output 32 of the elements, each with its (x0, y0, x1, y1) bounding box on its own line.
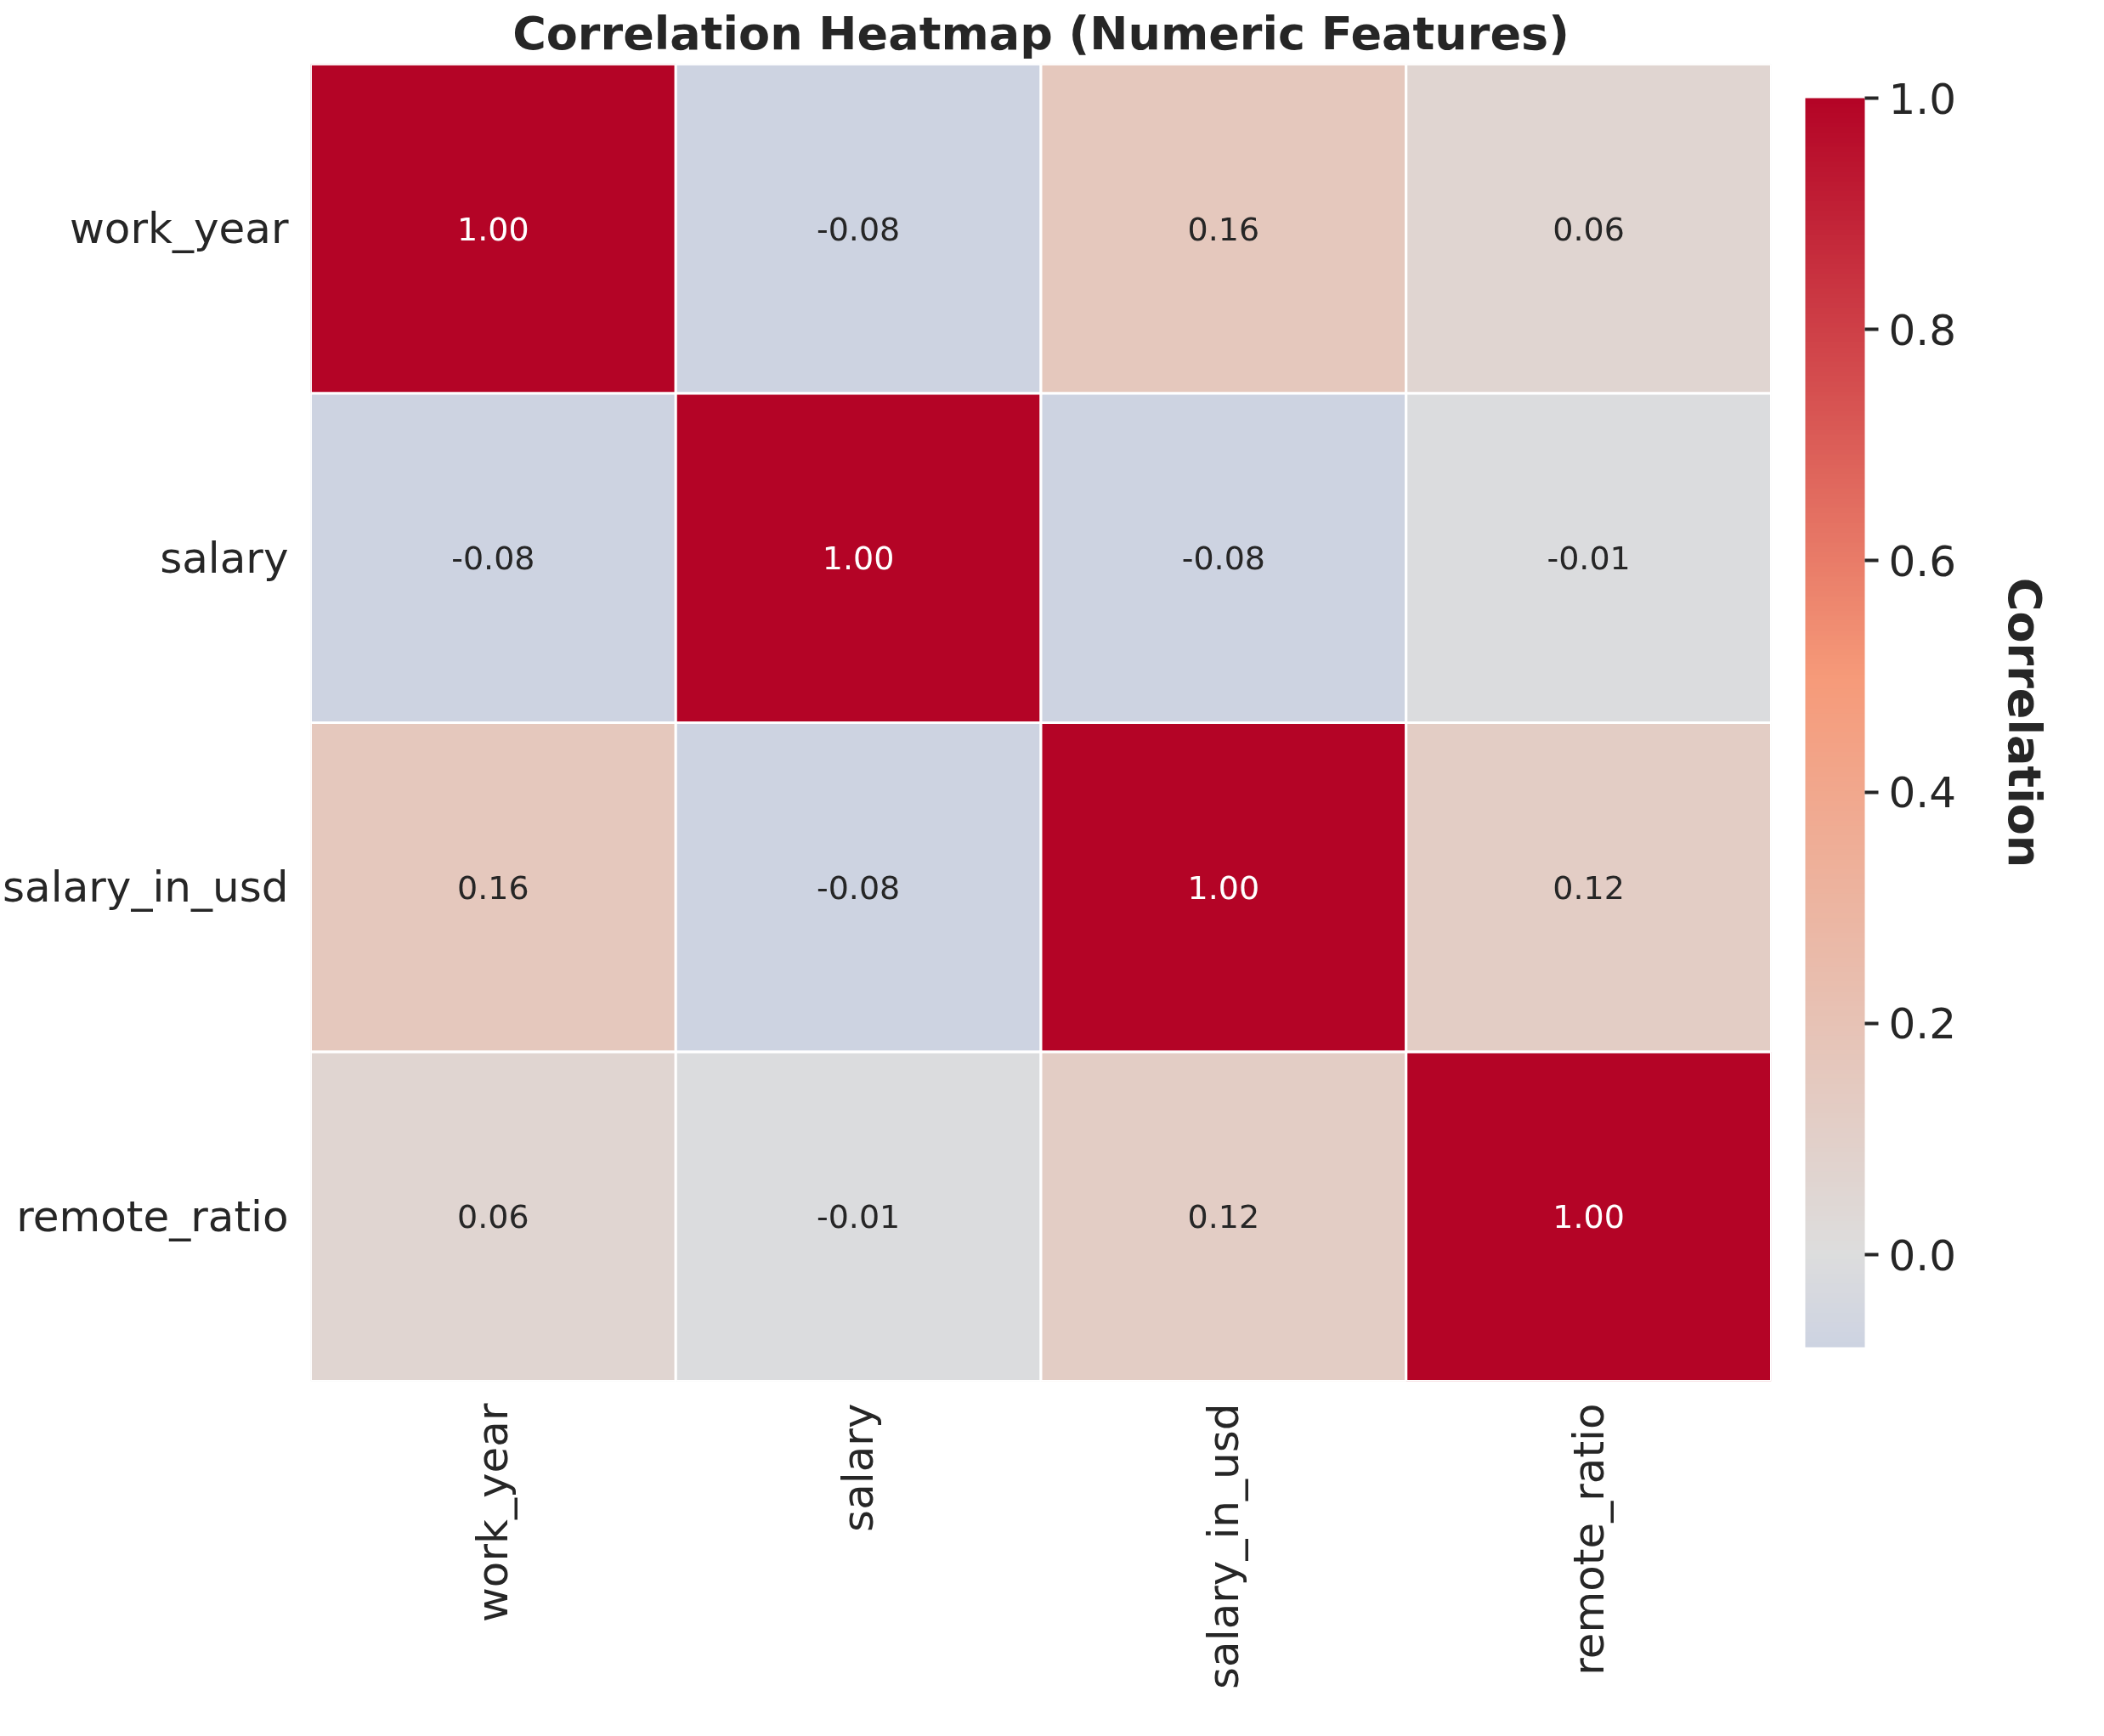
color-bar-label: 0.4 (1888, 768, 1957, 818)
color-bar-title: Correlation (1997, 577, 2051, 868)
x-tick-label: salary (834, 1403, 884, 1532)
data-label: -0.01 (1547, 540, 1631, 578)
x-tick-label: work_year (468, 1403, 518, 1623)
x-tick-label: remote_ratio (1564, 1403, 1614, 1676)
data-label: 1.00 (457, 210, 529, 248)
data-label: -0.01 (816, 1198, 901, 1236)
data-label: 0.12 (1187, 1198, 1260, 1236)
chart-title: Correlation Heatmap (Numeric Features) (512, 6, 1570, 60)
color-bar-label: 0.6 (1888, 536, 1957, 586)
data-label: 0.16 (457, 868, 529, 907)
data-label: -0.08 (816, 210, 901, 248)
y-tick-label: salary (160, 533, 289, 583)
data-label: 1.00 (1187, 868, 1260, 907)
y-tick-label: work_year (69, 204, 289, 254)
data-label: 0.06 (457, 1198, 529, 1236)
data-label: 0.06 (1553, 210, 1625, 248)
color-bar-label: 1.0 (1888, 74, 1957, 124)
data-label: 1.00 (822, 540, 895, 578)
data-label: -0.08 (1181, 540, 1266, 578)
color-bar-label: 0.2 (1888, 999, 1957, 1049)
data-label: -0.08 (451, 540, 535, 578)
y-tick-label: salary_in_usd (3, 862, 289, 913)
color-bar-label: 0.8 (1888, 305, 1957, 355)
x-tick-label: salary_in_usd (1198, 1403, 1248, 1689)
y-tick-label: remote_ratio (16, 1191, 289, 1241)
color-bar-label: 0.0 (1888, 1230, 1957, 1281)
data-label: -0.08 (816, 868, 901, 907)
data-label: 0.16 (1187, 210, 1260, 248)
data-label: 0.12 (1553, 868, 1625, 907)
data-label: 1.00 (1553, 1198, 1625, 1236)
